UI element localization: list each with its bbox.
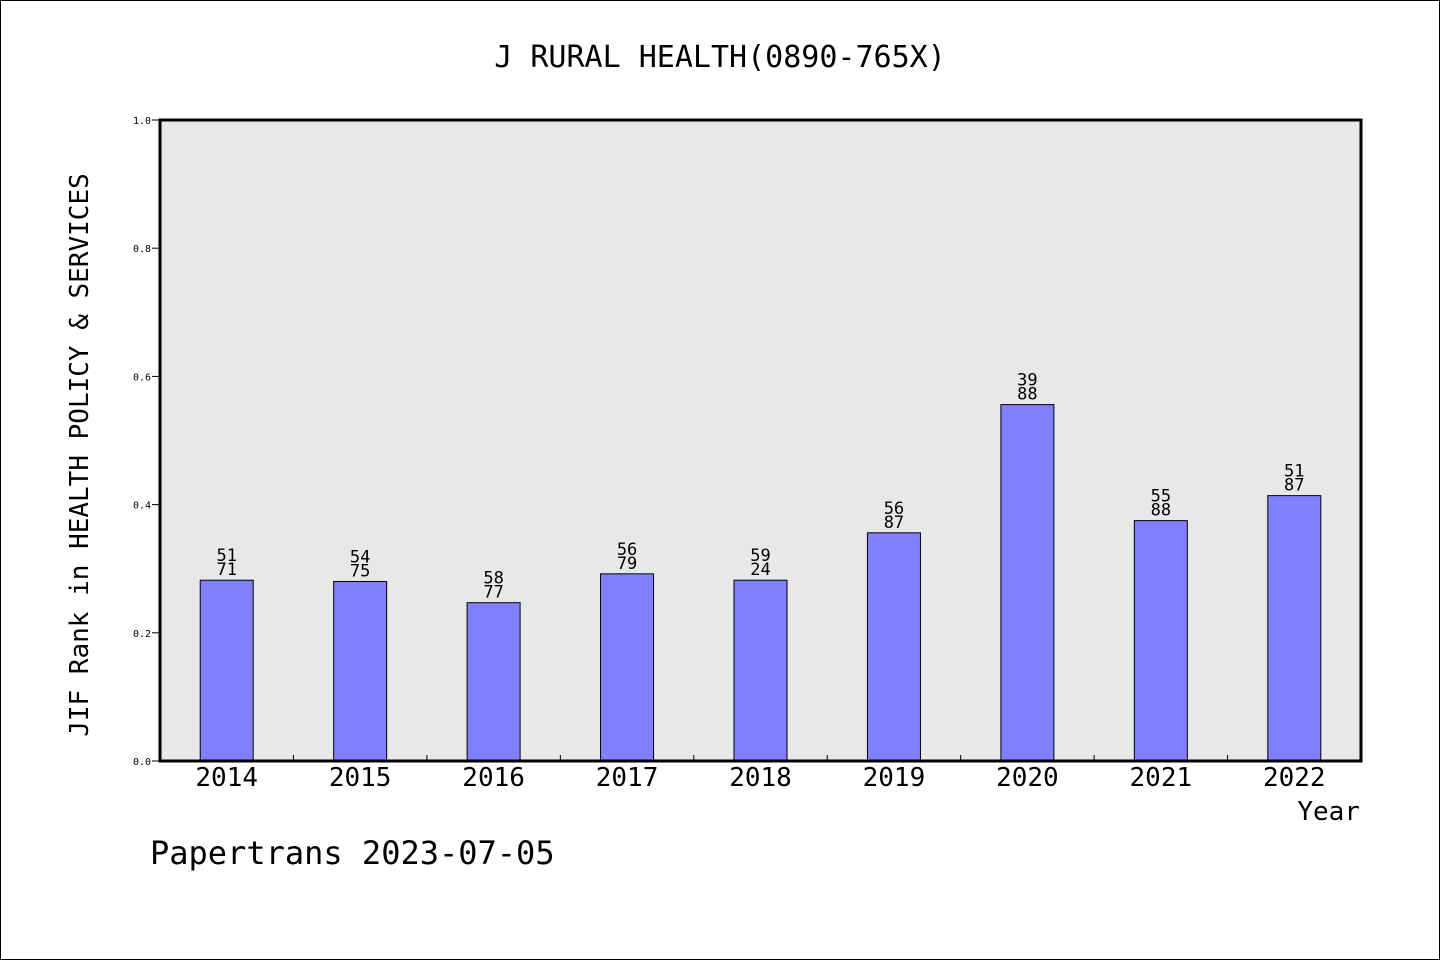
x-axis-label: Year: [1297, 797, 1360, 827]
bar-label-total: 77: [483, 583, 503, 603]
bar-label-rank: 39: [1017, 371, 1037, 391]
bar-series: [199, 404, 1322, 762]
bar-2014: [199, 579, 254, 762]
bar-label-total: 71: [216, 560, 236, 580]
bar-label-rank: 51: [1284, 462, 1304, 482]
bar-2017: [600, 573, 655, 762]
plot-border: [158, 118, 1363, 763]
bar-label-rank: 56: [884, 499, 904, 519]
bar-label-total: 79: [617, 554, 637, 574]
x-tick-label: 2022: [1263, 763, 1326, 793]
bar-2022: [1267, 495, 1322, 762]
bar-label-total: 87: [884, 513, 904, 533]
x-tick-label: 2019: [863, 763, 926, 793]
x-axis: 2014 2015 2016 2017 2018 2019 2020 2021 2022: [195, 755, 1326, 793]
y-tick-label: 0.0: [133, 757, 151, 768]
y-tick-label: 0.8: [133, 244, 151, 255]
x-tick-label: 2020: [996, 763, 1059, 793]
y-tick-label: 0.6: [133, 372, 151, 383]
bar-label-rank: 51: [216, 546, 236, 566]
bar-2020: [1000, 404, 1055, 762]
bar-label-total: 75: [350, 562, 370, 582]
chart-title: J RURAL HEALTH(0890-765X): [494, 40, 946, 75]
footer-credit: Papertrans 2023-07-05: [150, 834, 555, 872]
bar-2018: [733, 579, 788, 762]
x-tick-label: 2017: [596, 763, 659, 793]
x-tick-label: 2016: [462, 763, 525, 793]
bar-label-total: 88: [1151, 501, 1171, 521]
bar-label-total: 87: [1284, 476, 1304, 496]
bar-label-rank: 58: [483, 569, 503, 589]
y-axis-label: JIF Rank in HEALTH POLICY & SERVICES: [65, 173, 95, 737]
y-axis: 0.0 0.2 0.4 0.6 0.8 1.0: [133, 116, 160, 768]
bar-2015: [333, 581, 388, 762]
bar-label-rank: 54: [350, 548, 370, 568]
x-tick-label: 2018: [729, 763, 792, 793]
y-tick-label: 0.2: [133, 629, 151, 640]
bar-label-rank: 59: [750, 546, 770, 566]
bar-2016: [466, 602, 521, 762]
x-tick-label: 2014: [195, 763, 258, 793]
bar-label-total: 88: [1017, 385, 1037, 405]
bar-label-rank: 56: [617, 540, 637, 560]
bar-label-rank: 55: [1151, 487, 1171, 507]
bar-2019: [866, 532, 921, 762]
x-tick-label: 2015: [329, 763, 392, 793]
y-tick-label: 1.0: [133, 116, 151, 127]
x-tick-label: 2021: [1130, 763, 1193, 793]
bar-2021: [1133, 520, 1188, 762]
bar-label-total: 24: [750, 560, 770, 580]
y-tick-label: 0.4: [133, 501, 151, 512]
